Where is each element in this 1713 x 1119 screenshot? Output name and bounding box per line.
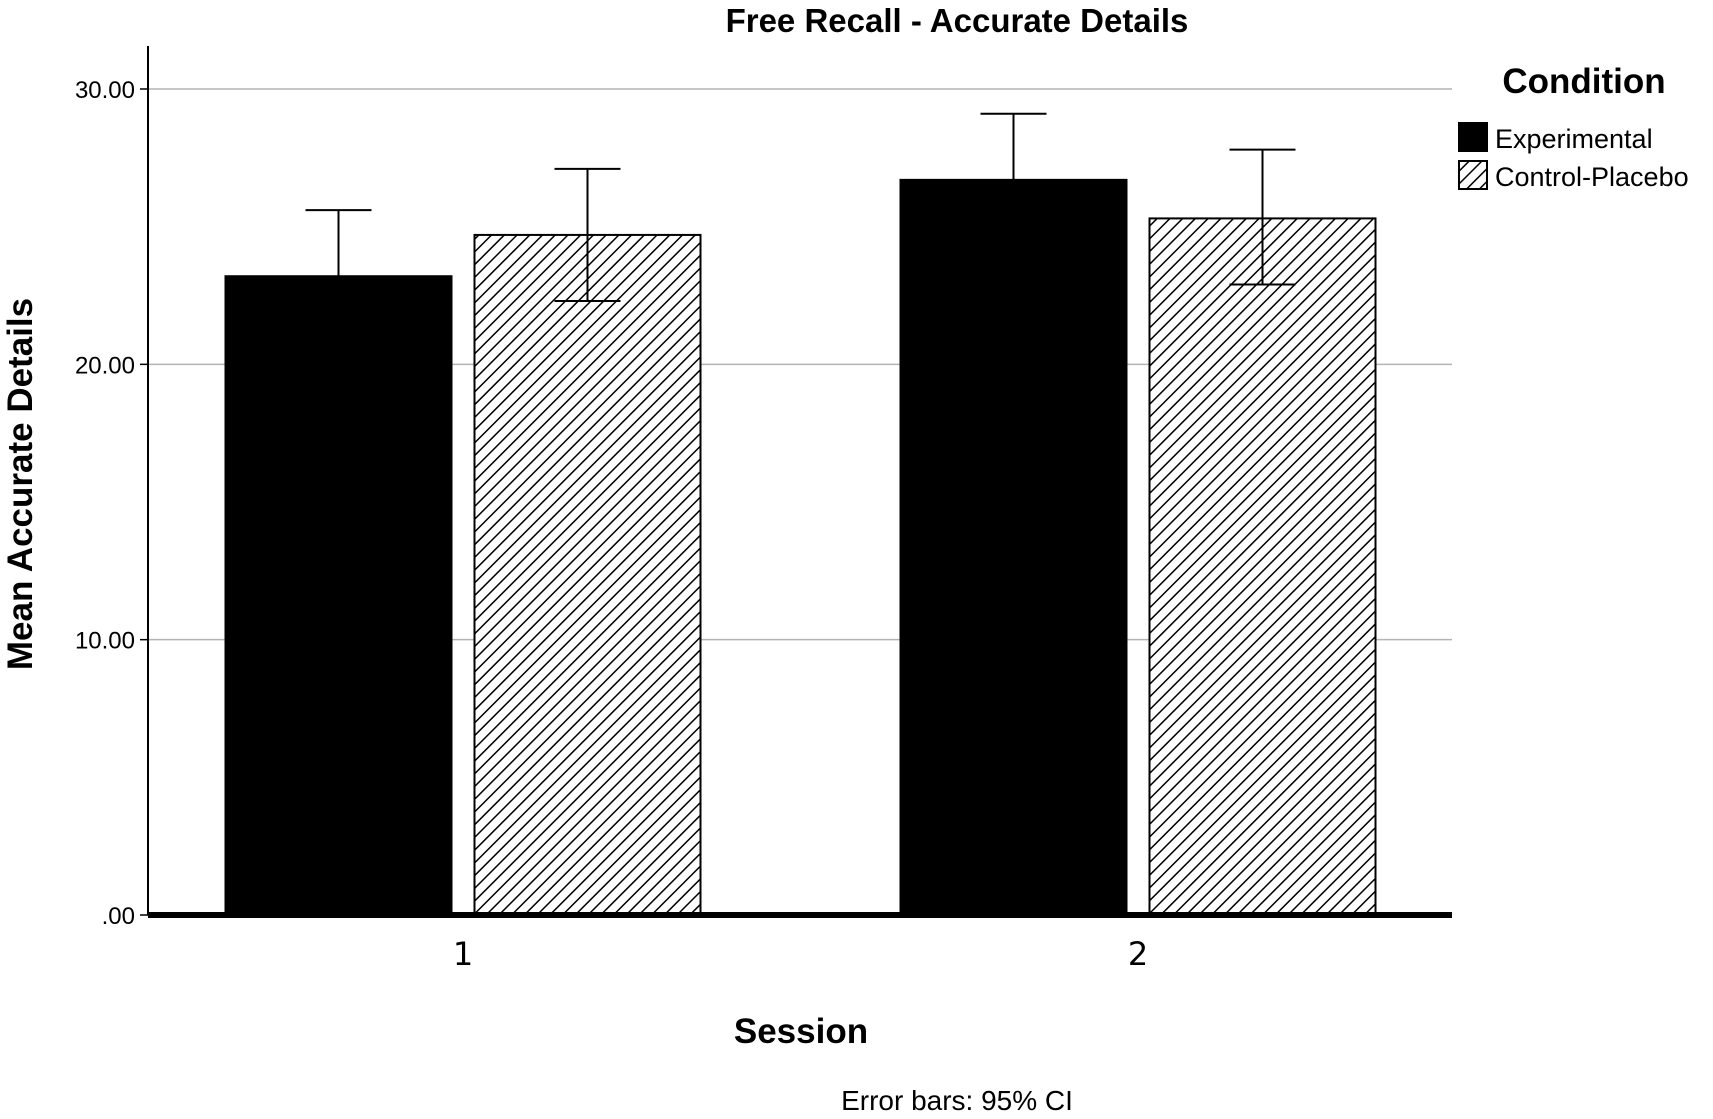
x-tick-label: 2 [1128, 935, 1148, 973]
axes [140, 46, 1452, 918]
error-bar-control-placebo-session-1 [554, 167, 621, 303]
legend-swatch [1458, 160, 1488, 190]
bars [224, 178, 1377, 917]
bar-control-placebo-session-1 [473, 233, 702, 916]
bar-experimental-session-1 [224, 275, 453, 916]
x-tick-label: 1 [453, 935, 473, 973]
chart-title: Free Recall - Accurate Details [726, 2, 1189, 39]
legend-label: Control-Placebo [1495, 162, 1689, 192]
legend-swatch [1458, 122, 1488, 152]
y-tick-label: 30.00 [75, 77, 135, 104]
x-axis-label: Session [734, 1012, 868, 1051]
y-tick-labels: .00 10.00 20.00 30.00 [75, 77, 135, 930]
legend-item-experimental: Experimental [1458, 122, 1653, 154]
legend-label: Experimental [1495, 124, 1653, 154]
y-axis-label: Mean Accurate Details [1, 298, 40, 670]
bar-experimental-session-2 [899, 178, 1128, 917]
bar-control-placebo-session-2 [1148, 217, 1377, 916]
y-tick-label: 20.00 [75, 352, 135, 379]
error-bar-experimental-session-1 [305, 209, 372, 344]
footnote: Error bars: 95% CI [841, 1085, 1073, 1116]
error-bar-control-placebo-session-2 [1229, 148, 1296, 286]
error-bar-experimental-session-2 [980, 112, 1047, 250]
legend: Condition Experimental Control-Placebo [1458, 62, 1689, 192]
y-tick-label: 10.00 [75, 628, 135, 655]
y-tick-label: .00 [102, 903, 135, 930]
legend-item-control-placebo: Control-Placebo [1458, 160, 1689, 192]
error-bars [305, 112, 1296, 344]
legend-title: Condition [1502, 62, 1665, 101]
